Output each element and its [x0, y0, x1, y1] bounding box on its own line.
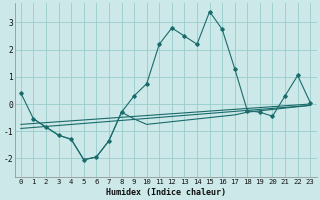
X-axis label: Humidex (Indice chaleur): Humidex (Indice chaleur) [106, 188, 226, 197]
